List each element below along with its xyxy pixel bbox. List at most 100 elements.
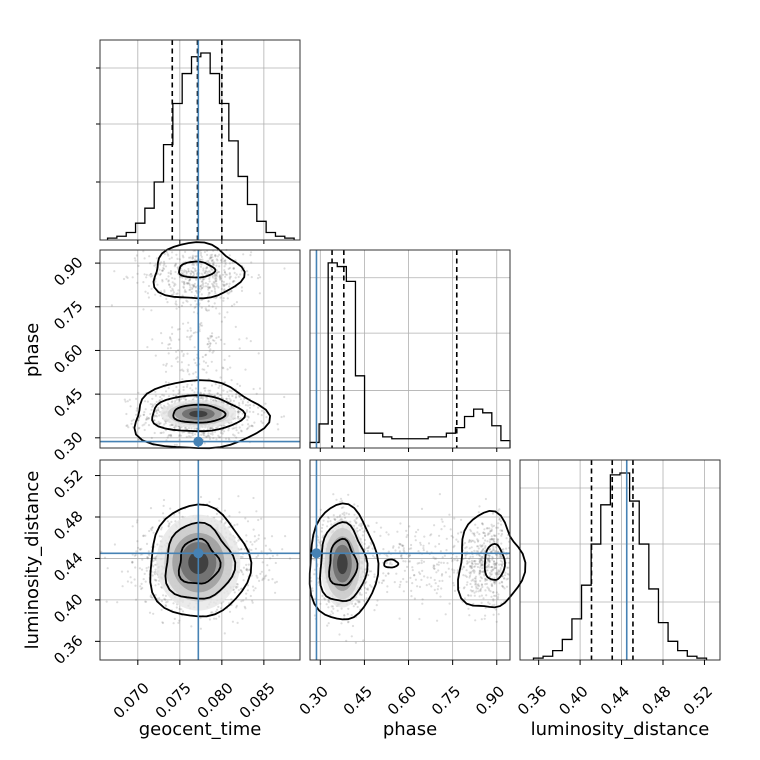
sample-point bbox=[222, 367, 225, 370]
x-axis-label-phase: phase bbox=[383, 719, 437, 740]
sample-point bbox=[165, 362, 168, 365]
sample-point bbox=[209, 334, 212, 338]
sample-point bbox=[183, 283, 186, 286]
sample-point bbox=[252, 404, 255, 407]
sample-point bbox=[181, 431, 184, 434]
sample-point bbox=[246, 418, 249, 422]
sample-point bbox=[187, 282, 190, 285]
sample-point bbox=[258, 387, 262, 390]
sample-point bbox=[435, 592, 438, 595]
axis-label: phase bbox=[383, 719, 437, 740]
sample-point bbox=[126, 424, 129, 427]
sample-point bbox=[255, 574, 258, 577]
sample-point bbox=[147, 296, 150, 299]
sample-point bbox=[336, 609, 339, 612]
sample-point bbox=[404, 560, 407, 563]
sample-point bbox=[209, 389, 212, 392]
sample-point bbox=[250, 574, 253, 577]
sample-point bbox=[233, 271, 236, 274]
sample-point bbox=[200, 396, 203, 400]
sample-point bbox=[213, 277, 216, 280]
sample-point bbox=[283, 267, 286, 270]
sample-point bbox=[201, 258, 204, 261]
sample-point bbox=[223, 284, 226, 287]
sample-point bbox=[488, 532, 491, 535]
sample-point bbox=[134, 584, 137, 587]
sample-point bbox=[463, 586, 466, 589]
sample-point bbox=[250, 424, 253, 427]
sample-point bbox=[212, 399, 215, 402]
sample-point bbox=[363, 542, 366, 546]
sample-point bbox=[474, 583, 477, 586]
sample-point bbox=[238, 511, 241, 514]
sample-point bbox=[211, 282, 214, 285]
sample-point bbox=[158, 414, 161, 417]
sample-point bbox=[212, 280, 215, 284]
sample-point bbox=[185, 281, 188, 285]
sample-point bbox=[488, 538, 491, 541]
sample-point bbox=[198, 285, 202, 288]
sample-point bbox=[143, 423, 146, 426]
sample-point bbox=[392, 546, 395, 549]
sample-point bbox=[139, 585, 142, 588]
sample-point bbox=[227, 267, 230, 270]
sample-point bbox=[503, 577, 506, 580]
sample-point bbox=[218, 394, 221, 397]
sample-point bbox=[216, 426, 219, 429]
sample-point bbox=[226, 390, 229, 393]
sample-point bbox=[208, 435, 211, 438]
sample-point bbox=[142, 578, 145, 581]
sample-point bbox=[246, 569, 249, 572]
sample-point bbox=[182, 369, 185, 373]
sample-point bbox=[505, 547, 508, 550]
sample-point bbox=[493, 603, 496, 607]
sample-point bbox=[238, 426, 241, 429]
sample-point bbox=[169, 285, 172, 289]
sample-point bbox=[276, 423, 279, 426]
sample-point bbox=[452, 584, 456, 587]
sample-point bbox=[202, 432, 205, 435]
sample-point bbox=[179, 369, 182, 372]
sample-point bbox=[241, 423, 244, 426]
sample-point bbox=[209, 432, 212, 435]
sample-point bbox=[204, 282, 207, 285]
sample-point bbox=[146, 400, 149, 403]
sample-point bbox=[175, 443, 178, 446]
sample-point bbox=[366, 524, 369, 527]
sample-point bbox=[477, 590, 480, 593]
sample-point bbox=[487, 563, 490, 566]
sample-point bbox=[193, 267, 197, 271]
sample-point bbox=[204, 353, 208, 356]
sample-point bbox=[332, 514, 335, 517]
histogram-step-line bbox=[532, 472, 708, 660]
sample-point bbox=[251, 585, 255, 588]
sample-point bbox=[187, 279, 191, 282]
sample-point bbox=[220, 259, 223, 262]
sample-point bbox=[227, 427, 231, 430]
sample-point bbox=[175, 307, 178, 310]
sample-point bbox=[354, 602, 357, 605]
sample-point bbox=[469, 555, 472, 559]
sample-point bbox=[332, 607, 335, 610]
sample-point bbox=[440, 587, 443, 590]
sample-point bbox=[159, 395, 162, 399]
sample-point bbox=[247, 415, 250, 418]
sample-point bbox=[495, 550, 498, 553]
sample-point bbox=[169, 433, 173, 437]
sample-point bbox=[160, 332, 163, 335]
sample-point bbox=[129, 576, 132, 579]
sample-point bbox=[135, 254, 138, 257]
sample-point bbox=[195, 396, 198, 399]
sample-point bbox=[160, 431, 163, 434]
sample-point bbox=[484, 534, 487, 537]
sample-point bbox=[215, 279, 218, 283]
x-axis-label-luminosity-distance: luminosity_distance bbox=[531, 719, 710, 740]
sample-point bbox=[432, 556, 435, 559]
sample-point bbox=[475, 550, 478, 553]
sample-point bbox=[218, 270, 221, 274]
sample-point bbox=[237, 410, 240, 413]
sample-point bbox=[232, 280, 235, 283]
sample-point bbox=[195, 290, 198, 293]
sample-point bbox=[136, 519, 139, 522]
sample-point bbox=[191, 286, 194, 289]
